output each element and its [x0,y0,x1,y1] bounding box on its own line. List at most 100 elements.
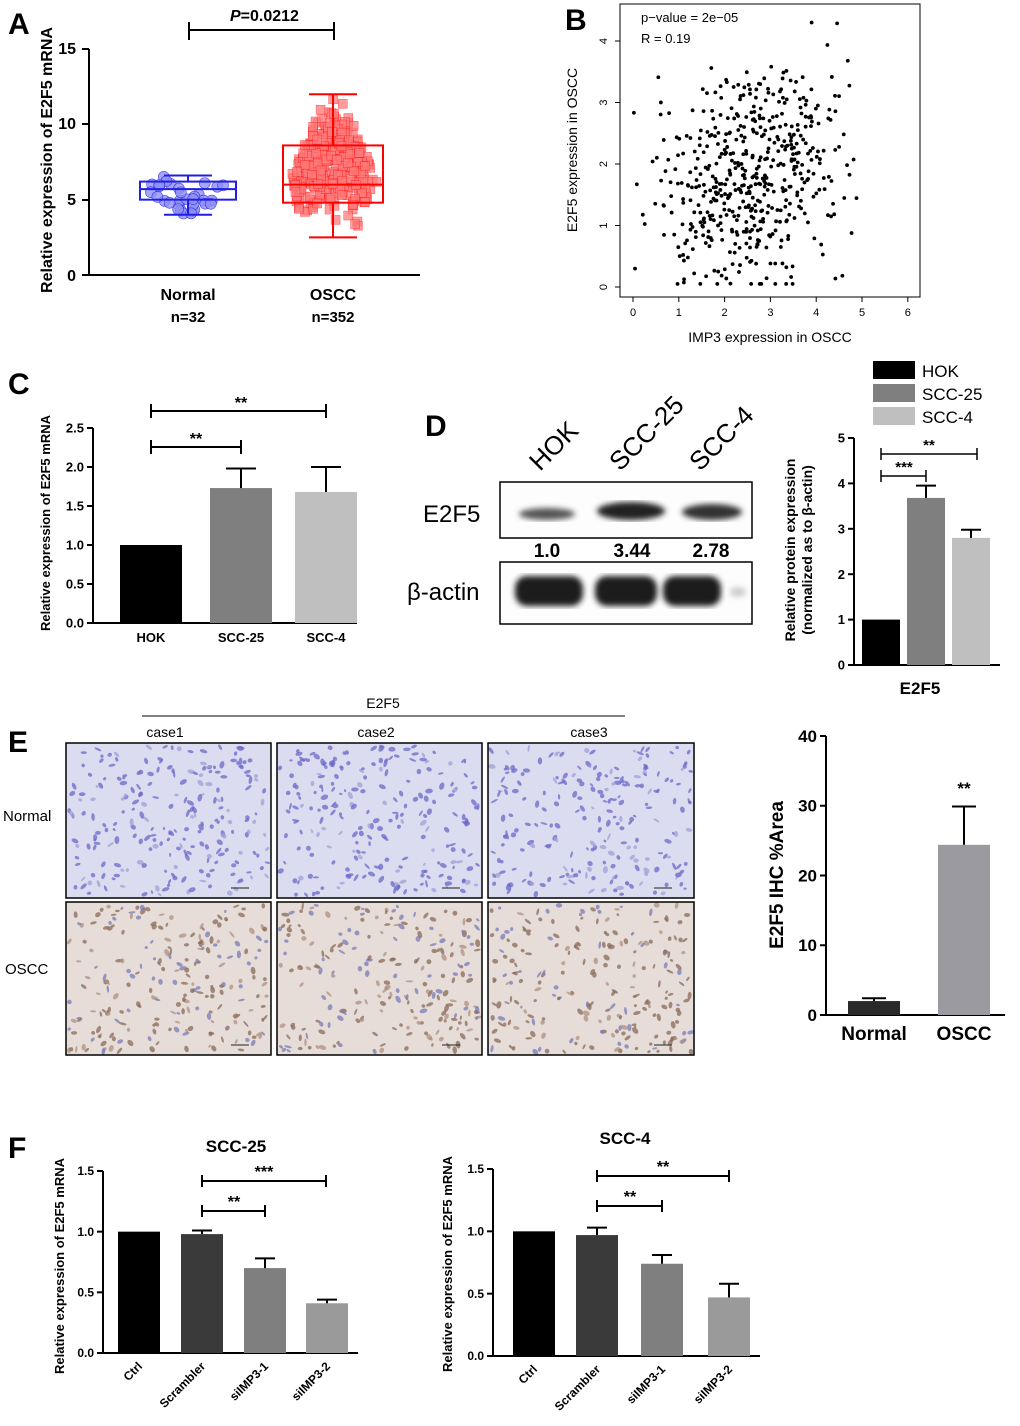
cell-nucleus [102,823,107,828]
scatter-point [809,87,814,92]
cell-nucleus [321,957,325,962]
cell-nucleus [475,862,480,867]
scatter-point [778,161,783,166]
cell-nucleus [496,1001,502,1009]
cell-nucleus [514,962,518,968]
scatter-point [774,114,779,119]
cell-nucleus [588,1001,594,1008]
cell-nucleus [432,750,437,755]
cell-nucleus [168,1027,172,1032]
scatter-point [744,227,749,231]
cell-nucleus [297,760,303,767]
scatter-point [658,112,663,117]
cell-nucleus [532,1048,539,1055]
cell-nucleus [662,1040,666,1045]
cell-nucleus [614,1047,620,1052]
cell-nucleus [379,1009,384,1013]
cell-nucleus [101,872,106,880]
cell-nucleus [619,1015,623,1020]
cell-nucleus [278,926,282,932]
panel-e-sig: ** [957,779,971,798]
cell-nucleus [419,882,424,886]
scatter-point [690,185,694,190]
cell-nucleus [677,920,683,925]
cell-nucleus [154,1017,160,1021]
bar-HOK [862,619,900,665]
x-tick-label: SCC-4 [306,630,346,645]
scatter-point [847,83,852,88]
bar-Scrambler [181,1234,223,1353]
cell-nucleus [138,769,144,775]
cell-nucleus [491,1028,498,1034]
cell-nucleus [644,999,649,1005]
cell-nucleus [398,923,405,930]
cell-nucleus [201,793,205,796]
y-tick-label: 0.0 [467,1349,484,1363]
cell-nucleus [545,908,550,914]
scatter-point [766,90,771,95]
cell-nucleus [252,850,257,856]
scatter-point [701,109,706,114]
cell-nucleus [102,973,107,981]
cell-nucleus [644,857,650,861]
cell-nucleus [131,799,140,805]
scatter-point [688,136,693,140]
cell-nucleus [683,887,687,890]
scatter-point [795,160,800,165]
scatter-point [832,212,837,217]
scatter-point [676,245,681,250]
cell-nucleus [241,907,246,911]
cell-nucleus [604,787,609,792]
cell-nucleus [212,919,219,925]
scatter-point [804,98,809,103]
cell-nucleus [499,949,505,953]
bar-siIMP3-2 [708,1297,750,1356]
ihc-background [277,902,482,1055]
cell-nucleus [378,784,386,790]
cell-nucleus [407,1000,410,1005]
x-tick-label: 5 [859,307,865,319]
cell-nucleus [111,1036,116,1042]
scatter-point [795,190,800,195]
cell-nucleus [216,847,222,855]
cell-nucleus [519,848,525,852]
scatter-point [773,261,778,266]
cell-nucleus [298,875,304,881]
panel-b-points [631,20,859,286]
y-tick-label: 4 [838,476,846,491]
cell-nucleus [502,954,508,959]
cell-nucleus [357,782,363,788]
cell-nucleus [465,917,473,923]
scatter-point [741,199,746,204]
cell-nucleus [591,875,596,881]
cell-nucleus [379,1001,387,1006]
cell-nucleus [320,758,326,767]
scatter-point [778,245,783,249]
cell-nucleus [681,950,686,955]
cell-nucleus [513,1025,520,1030]
cell-nucleus [208,1031,213,1037]
cell-nucleus [424,1031,429,1036]
cell-nucleus [299,909,303,913]
scatter-point [757,282,762,286]
cell-nucleus [260,798,265,806]
cell-nucleus [187,749,194,754]
panel-f1-sig-a: ** [228,1194,241,1211]
cell-nucleus [337,942,344,948]
cell-nucleus [429,943,437,947]
cell-nucleus [406,1025,410,1030]
cell-nucleus [600,887,607,893]
scatter-point [806,220,810,225]
scatter-point [705,210,710,215]
cell-nucleus [226,955,234,959]
cell-nucleus [212,765,217,770]
scatter-point [773,282,778,286]
scatter-point [714,180,719,185]
cell-nucleus [473,805,478,810]
cell-nucleus [152,838,157,842]
cell-nucleus [441,953,447,961]
point-oscc [300,160,310,170]
cell-nucleus [675,745,680,750]
scatter-point [744,220,749,224]
cell-nucleus [260,1004,266,1008]
